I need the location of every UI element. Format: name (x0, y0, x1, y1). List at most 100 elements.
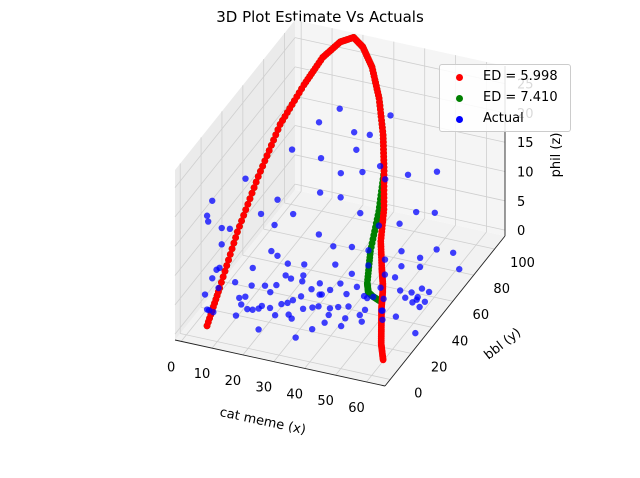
actual-point (378, 307, 385, 314)
red-estimate-point (221, 267, 229, 275)
actual-point (418, 285, 426, 292)
legend-label: ED = 5.998 (483, 69, 558, 84)
red-estimate-point (242, 206, 250, 214)
red-estimate-point (259, 162, 267, 170)
red-estimate-point (252, 178, 260, 186)
actual-point (258, 302, 266, 310)
grid-line (180, 191, 302, 342)
legend-label: Actual (483, 111, 524, 126)
red-estimate-point (263, 152, 271, 160)
grid-line (294, 154, 506, 202)
z-tick-label: 0 (517, 224, 525, 239)
red-estimate-point (246, 195, 254, 203)
actual-point (366, 131, 373, 139)
red-estimate-point (228, 245, 236, 253)
actual-point (267, 288, 274, 296)
red-estimate-point (274, 126, 282, 134)
y-axis-line (384, 235, 506, 387)
actual-point (236, 294, 243, 302)
x-tick-label: 40 (286, 387, 303, 402)
actual-point (315, 231, 323, 238)
actual-point (356, 311, 363, 319)
red-estimate-point (225, 256, 232, 264)
actual-point (273, 281, 280, 289)
x-tick-label: 10 (194, 367, 211, 382)
actual-point (271, 221, 278, 229)
grid-line (221, 280, 433, 328)
legend-item: Actual (440, 110, 570, 128)
actual-point (330, 243, 337, 250)
actual-point (336, 105, 343, 112)
legend-marker-red (456, 74, 463, 81)
actual-point (317, 154, 325, 162)
red-estimate-point (232, 234, 240, 241)
actual-point (353, 283, 361, 291)
actual-point (249, 264, 256, 272)
actual-point (278, 300, 285, 308)
actual-point (337, 322, 345, 330)
red-estimate-point (248, 189, 256, 197)
actual-point (326, 286, 334, 294)
actual-point (365, 247, 372, 254)
actual-point (431, 209, 439, 216)
grid-line (174, 66, 296, 218)
actual-point (363, 294, 371, 302)
actual-point (299, 278, 306, 285)
actual-point (289, 210, 297, 218)
legend-label: ED = 7.410 (483, 90, 558, 105)
actual-point (215, 284, 222, 292)
grid-line (366, 231, 487, 383)
y-tick-label: 100 (510, 256, 535, 271)
chart-title: 3D Plot Estimate Vs Actuals (216, 8, 424, 26)
actual-point (342, 315, 349, 322)
actual-point (299, 305, 307, 313)
grid-line (174, 95, 296, 247)
actual-point (359, 168, 366, 176)
red-estimate-point (272, 131, 280, 139)
actual-point (433, 168, 441, 175)
y-tick-label: 0 (414, 386, 422, 401)
actual-point (284, 299, 291, 307)
actual-point (396, 220, 403, 227)
x-tick-label: 50 (317, 394, 334, 409)
actual-point (209, 275, 216, 282)
actual-point (300, 272, 307, 279)
actual-point (409, 299, 416, 306)
actual-point (332, 261, 339, 268)
y-tick-label: 80 (493, 282, 510, 297)
actual-point (353, 146, 360, 153)
red-estimate-point (267, 141, 275, 149)
actual-point (412, 208, 420, 216)
grid-line (284, 202, 495, 250)
legend-marker-blue (456, 116, 463, 123)
actual-point (268, 247, 275, 255)
actual-point (232, 312, 240, 319)
actual-point (392, 313, 400, 320)
grid-line (174, 37, 296, 188)
data-marks (201, 34, 463, 364)
actual-point (456, 265, 463, 273)
actual-point (271, 312, 279, 319)
actual-point (201, 291, 209, 298)
z-tick-label: 10 (517, 166, 534, 181)
actual-point (357, 209, 364, 217)
actual-point (248, 282, 255, 289)
actual-point (261, 282, 269, 289)
actual-point (433, 246, 440, 253)
actual-point (266, 304, 274, 312)
red-estimate-point (379, 356, 387, 364)
grid-line (294, 125, 506, 172)
actual-point (309, 304, 316, 311)
grid-line (294, 95, 506, 143)
actual-point (408, 289, 415, 296)
actual-point (375, 222, 383, 229)
actual-point (365, 262, 372, 269)
actual-point (321, 319, 328, 326)
actual-point (381, 256, 389, 263)
red-estimate-point (270, 136, 277, 144)
actual-point (335, 303, 342, 311)
red-estimate-point (230, 239, 238, 247)
legend-marker-green (456, 95, 463, 102)
x-tick-label: 0 (167, 360, 175, 375)
